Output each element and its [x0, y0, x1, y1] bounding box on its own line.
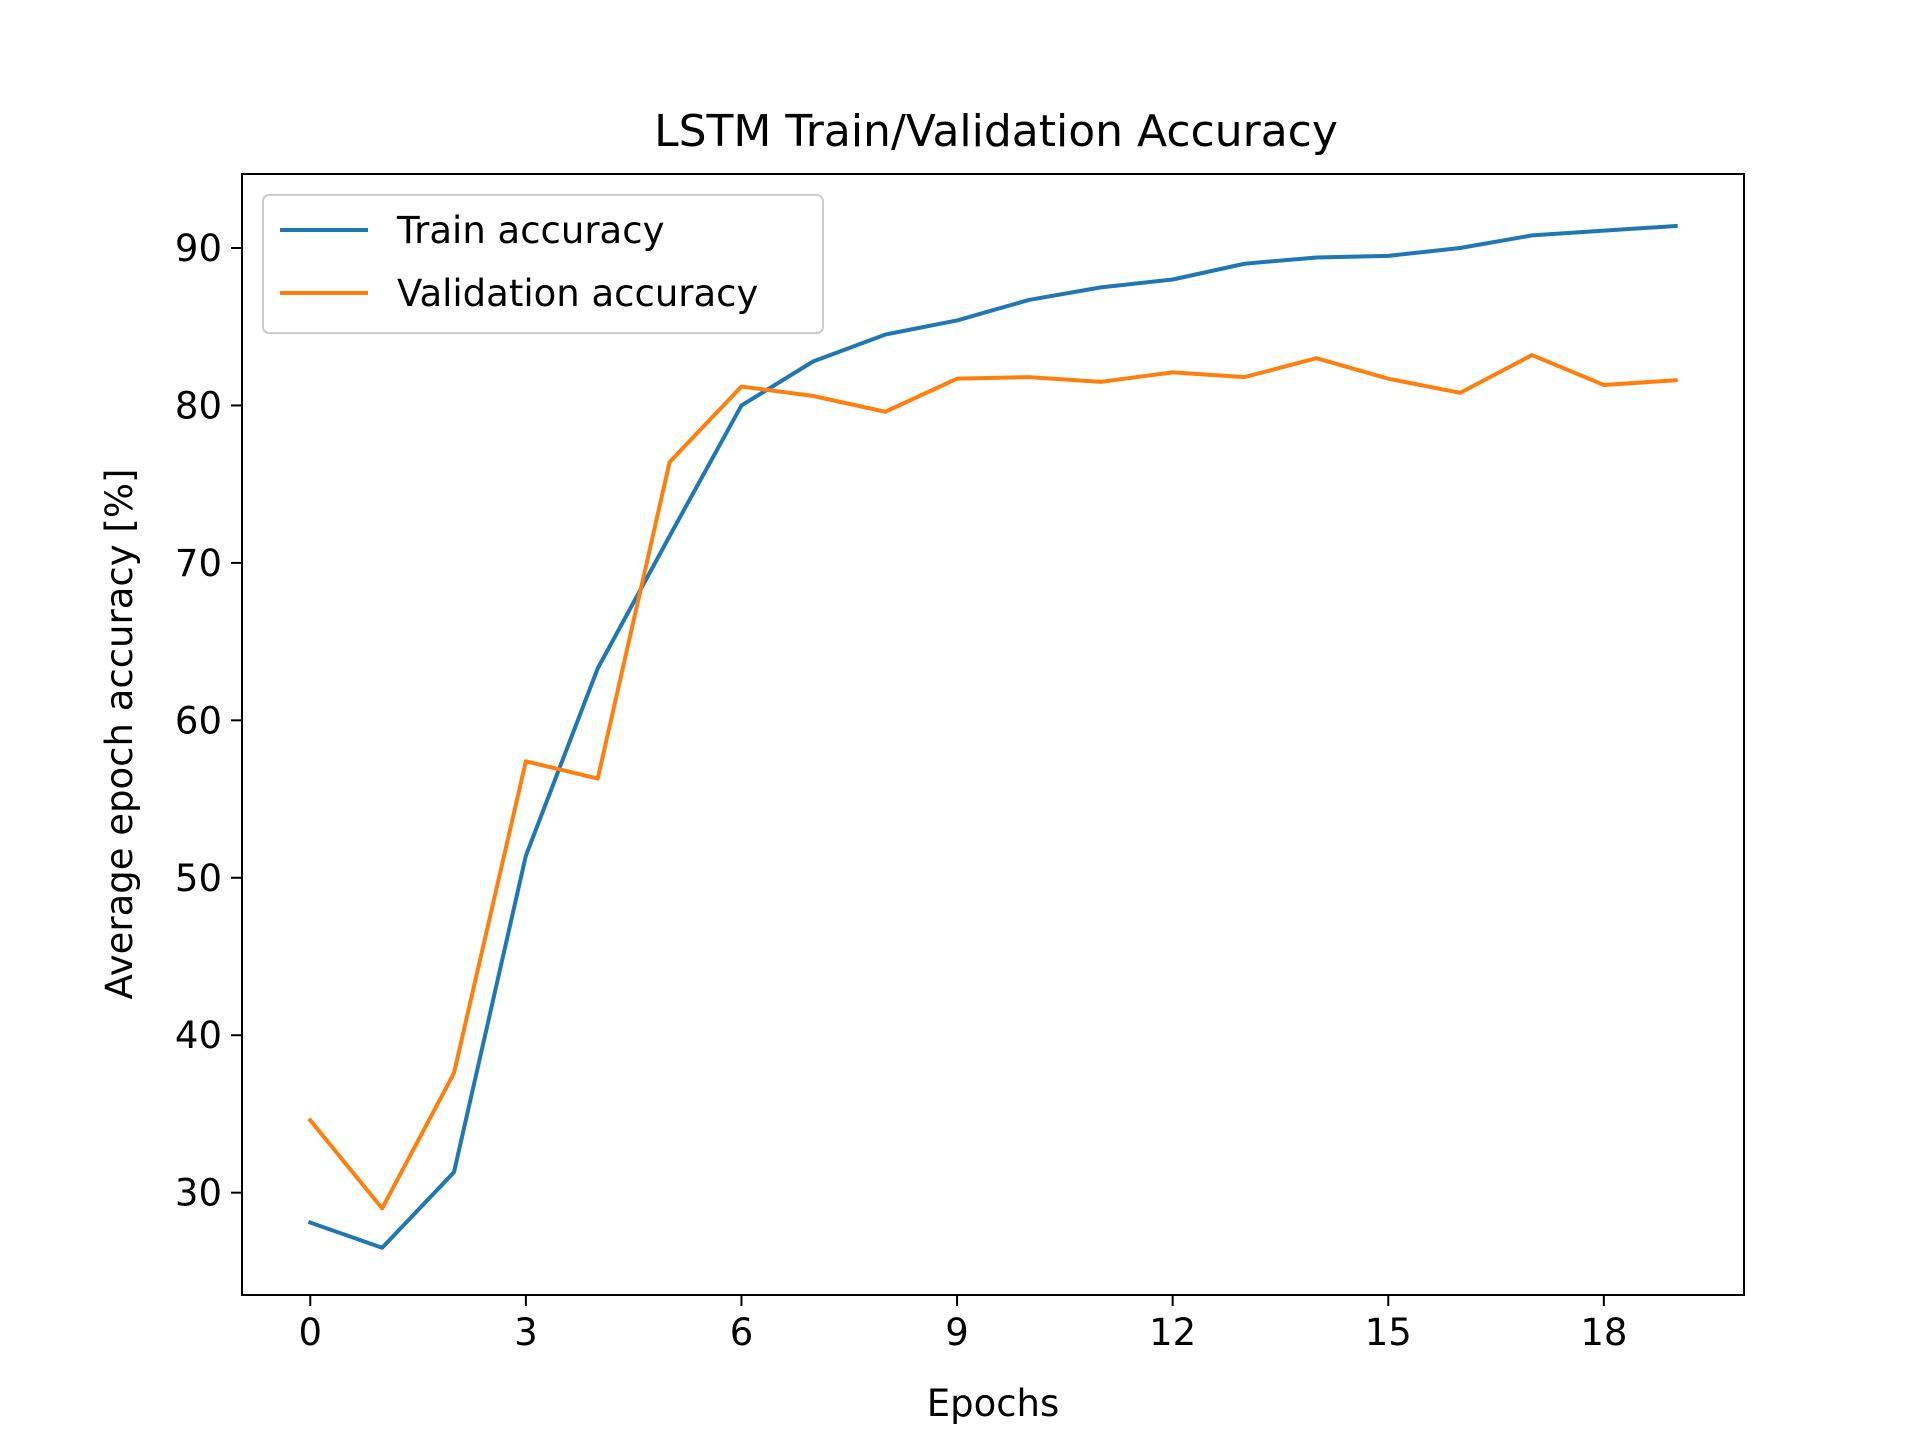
data-point-validation [1458, 391, 1462, 395]
x-tick-label: 15 [1365, 1311, 1412, 1354]
data-point-train [1099, 285, 1103, 289]
data-point-validation [1099, 380, 1103, 384]
x-tick-label: 0 [298, 1311, 322, 1354]
plot-area [307, 223, 1678, 1250]
y-tick-label: 50 [175, 857, 222, 900]
axes-frame [241, 173, 1745, 1296]
data-point-train [955, 318, 959, 322]
data-point-train [1458, 246, 1462, 250]
data-point-validation [1386, 377, 1390, 381]
data-point-train [452, 1170, 456, 1174]
data-point-train [1674, 224, 1678, 228]
data-point-validation [1674, 378, 1678, 382]
y-tick-label: 30 [175, 1172, 222, 1215]
data-point-train [596, 666, 600, 670]
data-point-validation [452, 1071, 456, 1075]
data-point-train [1386, 254, 1390, 258]
x-tick-label: 9 [945, 1311, 969, 1354]
data-point-train [739, 403, 743, 407]
y-axis-label: Average epoch accuracy [%] [98, 469, 141, 1000]
data-point-train [1530, 233, 1534, 237]
legend: Train accuracy Validation accuracy [262, 194, 824, 334]
data-point-train [1243, 262, 1247, 266]
y-tick-label: 60 [175, 699, 222, 742]
series-line-validation [307, 353, 1678, 1211]
data-point-train [1602, 229, 1606, 233]
data-point-validation [1602, 383, 1606, 387]
data-point-validation [811, 394, 815, 398]
series-line-train [307, 223, 1678, 1250]
data-point-train [811, 359, 815, 363]
data-point-validation [308, 1118, 312, 1122]
legend-box [262, 194, 824, 334]
x-axis-label: Epochs [927, 1382, 1060, 1425]
data-point-validation [524, 759, 528, 763]
data-point-validation [1027, 375, 1031, 379]
data-point-train [380, 1246, 384, 1250]
data-point-validation [1314, 356, 1318, 360]
data-point-train [668, 534, 672, 538]
data-point-train [1314, 255, 1318, 259]
legend-label-validation: Validation accuracy [397, 272, 758, 315]
y-tick-label: 40 [175, 1014, 222, 1057]
data-point-train [1027, 298, 1031, 302]
data-point-validation [380, 1206, 384, 1210]
legend-label-train: Train accuracy [396, 209, 664, 252]
data-point-validation [668, 460, 672, 464]
y-tick-label: 70 [175, 542, 222, 585]
data-point-train [308, 1221, 312, 1225]
data-point-train [883, 333, 887, 337]
data-point-validation [1530, 353, 1534, 357]
data-point-train [1171, 277, 1175, 281]
x-axis: 0 3 6 9 12 15 18 [298, 1295, 1627, 1354]
x-tick-label: 3 [514, 1311, 538, 1354]
data-point-validation [596, 777, 600, 781]
x-tick-label: 18 [1580, 1311, 1627, 1354]
data-point-validation [883, 410, 887, 414]
data-point-validation [739, 385, 743, 389]
x-tick-label: 6 [730, 1311, 754, 1354]
x-tick-label: 12 [1149, 1311, 1196, 1354]
y-axis: 30 40 50 60 70 80 90 [175, 227, 242, 1215]
data-point-validation [955, 377, 959, 381]
y-tick-label: 80 [175, 384, 222, 427]
data-point-train [524, 854, 528, 858]
chart-title: LSTM Train/Validation Accuracy [654, 106, 1338, 157]
data-point-validation [1171, 370, 1175, 374]
data-point-validation [1243, 375, 1247, 379]
y-tick-label: 90 [175, 227, 222, 270]
